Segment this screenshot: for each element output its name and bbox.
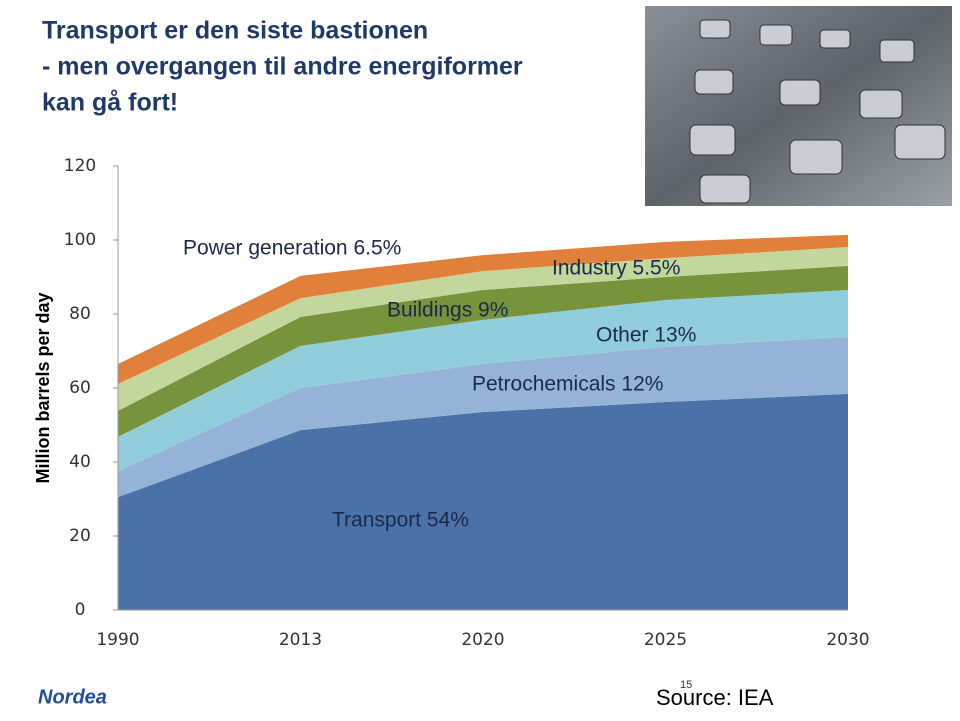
x-tick-label: 2020 (461, 630, 504, 650)
area (118, 247, 848, 411)
y-tick-label: 40 (69, 452, 91, 472)
title-line: kan gå fort! (42, 89, 178, 117)
logo: Nordea (38, 686, 107, 708)
y-axis-label: Million barrels per day (33, 292, 53, 483)
annotation: Industry 5.5% (552, 257, 680, 280)
area (118, 234, 848, 384)
area (118, 336, 848, 498)
y-tick-label: 100 (64, 230, 96, 250)
x-tick-label: 2025 (644, 630, 687, 650)
area (118, 393, 848, 610)
annotation: Buildings 9% (387, 299, 508, 322)
area (118, 289, 848, 472)
y-tick-label: 80 (69, 304, 91, 324)
source: Source: IEA (656, 685, 774, 710)
y-tick-label: 120 (64, 156, 96, 176)
x-tick-label: 1990 (96, 630, 139, 650)
annotation: Power generation 6.5% (183, 237, 401, 260)
plot: 0 20 40 60 80 100 120 1990 2013 2020 2025 2030 Trans… (64, 156, 870, 650)
y-tick-label: 60 (69, 378, 91, 398)
x-tick-label: 2013 (279, 630, 322, 650)
annotation: Transport 54% (332, 509, 469, 532)
title-line: Transport er den siste bastionen (42, 17, 428, 45)
y-tick-label: 0 (75, 600, 86, 620)
area (118, 265, 848, 437)
annotation: Petrochemicals 12% (472, 373, 663, 396)
y-tick-label: 20 (69, 526, 91, 546)
annotation: Other 13% (596, 324, 696, 347)
page-number: 15 (680, 679, 692, 691)
title-line: - men overgangen til andre energiformer (42, 53, 523, 81)
photo (645, 6, 952, 206)
x-tick-label: 2030 (826, 630, 869, 650)
